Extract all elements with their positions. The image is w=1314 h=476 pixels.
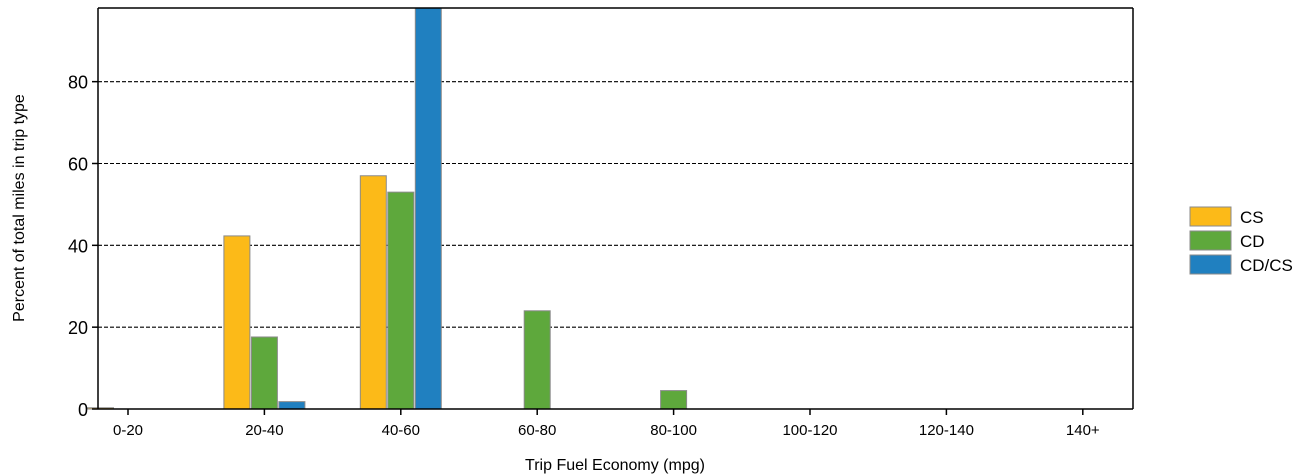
- legend-label: CD/CS: [1240, 256, 1293, 275]
- legend-label: CS: [1240, 208, 1264, 227]
- legend-label: CD: [1240, 232, 1265, 251]
- bar-cd-20-40: [250, 336, 278, 410]
- x-tick-label: 20-40: [245, 422, 283, 439]
- bar-cd-60-80: [523, 310, 551, 410]
- legend-swatch-cd-cs: [1189, 254, 1232, 275]
- bar-cs-40-60: [359, 175, 387, 410]
- x-axis-title: Trip Fuel Economy (mpg): [525, 457, 705, 474]
- x-ticks: 0-20 20-40 40-60 60-80 80-100 100-120 120-140 1…: [113, 409, 1100, 439]
- bar-cd-cs-20-40: [278, 401, 306, 410]
- axes: [97, 7, 1134, 410]
- x-tick-label: 100-120: [782, 422, 837, 439]
- x-tick-label: 40-60: [382, 422, 420, 439]
- x-tick-label: 0-20: [113, 422, 143, 439]
- y-tick-label: 60: [68, 154, 88, 174]
- bar-cs-20-40: [223, 235, 251, 410]
- y-ticks: 0 20 40 60 80: [68, 73, 98, 420]
- legend: CS CD CD/CS: [1189, 206, 1293, 275]
- legend-swatch-cd: [1189, 230, 1232, 251]
- x-tick-label: 120-140: [919, 422, 974, 439]
- x-tick-label: 140+: [1066, 422, 1100, 439]
- y-tick-label: 0: [78, 400, 88, 420]
- bar-cd-40-60: [387, 191, 415, 410]
- bar-cd-cs-40-60: [414, 7, 442, 410]
- y-tick-label: 80: [68, 73, 88, 93]
- y-axis-title: Percent of total miles in trip type: [11, 94, 28, 322]
- x-tick-label: 60-80: [518, 422, 556, 439]
- bar-cd-80-100: [660, 390, 688, 410]
- legend-swatch-cs: [1189, 206, 1232, 227]
- y-tick-label: 20: [68, 318, 88, 338]
- x-tick-label: 80-100: [650, 422, 697, 439]
- bars: [87, 7, 688, 410]
- gridlines: [98, 81, 1133, 328]
- y-tick-label: 40: [68, 236, 88, 256]
